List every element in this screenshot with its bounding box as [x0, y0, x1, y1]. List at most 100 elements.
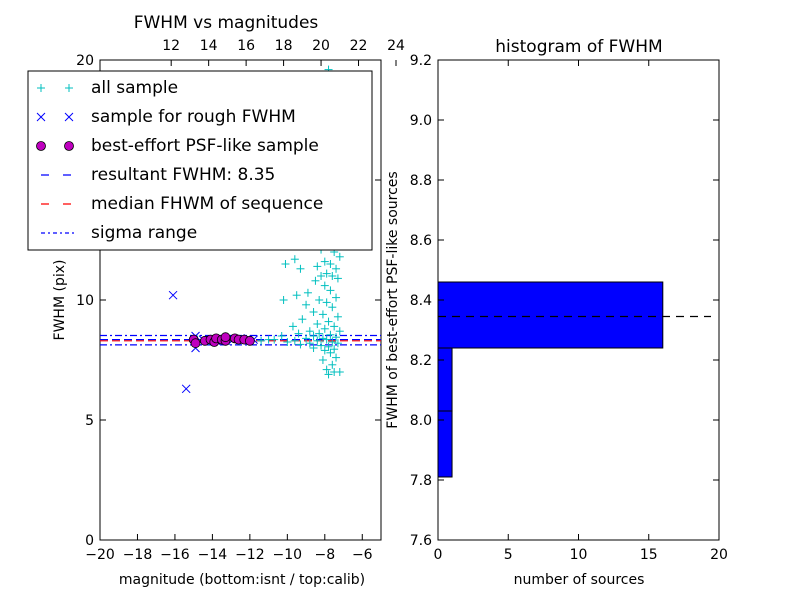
histogram-y-axis-label: FWHM of best-effort PSF-like sources — [385, 171, 401, 428]
all-sample-point — [294, 329, 303, 338]
all-sample-point — [315, 329, 324, 338]
scatter-x-axis-label: magnitude (bottom:isnt / top:calib) — [119, 572, 365, 588]
all-sample-point — [281, 260, 290, 268]
all-sample-point — [320, 346, 329, 355]
all-sample-point — [311, 276, 320, 285]
legend-x-b — [64, 112, 74, 122]
y-tick-label: 7.6 — [410, 533, 432, 549]
legend-label-sigma-range: sigma range — [91, 223, 197, 243]
legend-label-psf-like: best-effort PSF-like sample — [91, 136, 319, 156]
all-sample-point — [298, 315, 307, 324]
y-tick-label: 5 — [85, 413, 94, 429]
all-sample-point — [315, 296, 324, 304]
x-tick-label: 5 — [504, 547, 513, 563]
legend-label-rough-fwhm: sample for rough FWHM — [91, 107, 296, 127]
all-sample-point — [333, 339, 342, 348]
all-sample-point — [330, 345, 339, 354]
all-sample-point — [322, 298, 331, 307]
all-sample-point — [302, 300, 311, 309]
top-tick-label: 22 — [350, 38, 368, 54]
all-sample-point — [318, 334, 327, 343]
all-sample-point — [279, 296, 288, 304]
legend-circle — [64, 141, 74, 151]
all-sample-point — [322, 365, 331, 374]
all-sample-point — [283, 338, 292, 346]
all-sample-point — [326, 348, 335, 357]
scatter-y-axis-label: FWHM (pix) — [52, 260, 68, 341]
all-sample-point — [257, 336, 266, 345]
all-sample-point — [320, 324, 329, 333]
all-sample-point — [313, 262, 322, 271]
all-sample-point — [324, 317, 333, 326]
top-tick-label: 18 — [275, 38, 293, 54]
histogram-bar-0 — [437, 410, 453, 478]
x-tick-label: 10 — [570, 547, 588, 563]
x-tick-label: 20 — [710, 547, 728, 563]
legend-x-b — [36, 112, 46, 122]
all-sample-point — [264, 335, 273, 344]
all-sample-point — [335, 327, 344, 336]
legend-box — [27, 70, 373, 251]
all-sample-point — [313, 320, 322, 328]
all-sample-point — [328, 272, 337, 280]
all-sample-point — [333, 274, 342, 283]
top-tick-label: 12 — [162, 38, 180, 54]
y-tick-label: 8.2 — [410, 353, 432, 369]
x-tick-label: −12 — [235, 547, 265, 563]
scatter-ticks: −20 −18 −16 −14 −12 −10 −8 −6 12 14 16 18 20 22 24 0 5 10… — [76, 38, 405, 563]
legend-handles — [36, 84, 77, 234]
all-sample-point — [332, 333, 341, 342]
x-tick-label: −16 — [160, 547, 190, 563]
histogram-ticks: 0 5 10 15 20 7.6 7.8 8.0 8.2 8.4 8.6 8.8 9.0 9.2 — [410, 53, 728, 563]
all-sample-point — [318, 310, 327, 319]
top-tick-label: 20 — [312, 38, 330, 54]
scatter-panel: −20 −18 −16 −14 −12 −10 −8 −6 12 14 16 18 20 22 24 0 5 10… — [27, 13, 405, 588]
all-sample-point — [290, 255, 299, 264]
scatter-legend: all sample sample for rough FWHM best-ef… — [27, 70, 373, 251]
all-sample-point — [303, 288, 312, 297]
all-sample-point — [296, 264, 305, 273]
all-sample-point — [332, 353, 341, 362]
all-sample-point — [324, 370, 333, 379]
x-b — [181, 384, 191, 394]
y-tick-label: 8.0 — [410, 413, 432, 429]
histogram-bar-2 — [437, 281, 664, 349]
top-tick-label: 14 — [200, 38, 218, 54]
all-sample-point — [317, 272, 326, 280]
psf-like-point — [244, 335, 255, 346]
y-tick-label: 0 — [85, 533, 94, 549]
all-sample-point — [288, 322, 297, 331]
x-tick-label: 0 — [434, 547, 443, 563]
all-sample-point — [335, 368, 344, 376]
histogram-title: histogram of FWHM — [495, 37, 662, 57]
all-sample-point — [290, 336, 299, 345]
all-sample-point — [313, 336, 322, 345]
all-sample-point — [333, 312, 342, 321]
all-sample-point — [302, 334, 311, 343]
all-sample-point — [326, 330, 335, 339]
all-sample-point — [305, 327, 314, 336]
all-sample-point — [318, 356, 327, 364]
all-sample-point — [326, 260, 335, 268]
y-tick-label: 8.6 — [410, 233, 432, 249]
rough-fwhm-point — [181, 384, 191, 394]
all-sample-point — [309, 332, 318, 340]
all-sample-point — [292, 291, 301, 300]
all-sample-point — [320, 257, 329, 266]
all-sample-point — [309, 344, 318, 352]
legend-label-resultant-fwhm: resultant FWHM: 8.35 — [91, 165, 275, 185]
psf-like-point — [190, 338, 201, 349]
all-sample-point — [322, 335, 331, 344]
x-tick-label: −20 — [85, 547, 115, 563]
y-tick-label: 9.2 — [410, 53, 432, 69]
x-tick-label: −10 — [273, 547, 303, 563]
y-tick-label: 9.0 — [410, 113, 432, 129]
all-sample-point — [309, 308, 318, 316]
x-b — [168, 290, 178, 300]
x-tick-label: −6 — [352, 547, 373, 563]
top-tick-label: 24 — [387, 38, 405, 54]
y-tick-label: 20 — [76, 53, 94, 69]
all-sample-point — [320, 281, 329, 290]
psf-like-point — [220, 332, 231, 343]
